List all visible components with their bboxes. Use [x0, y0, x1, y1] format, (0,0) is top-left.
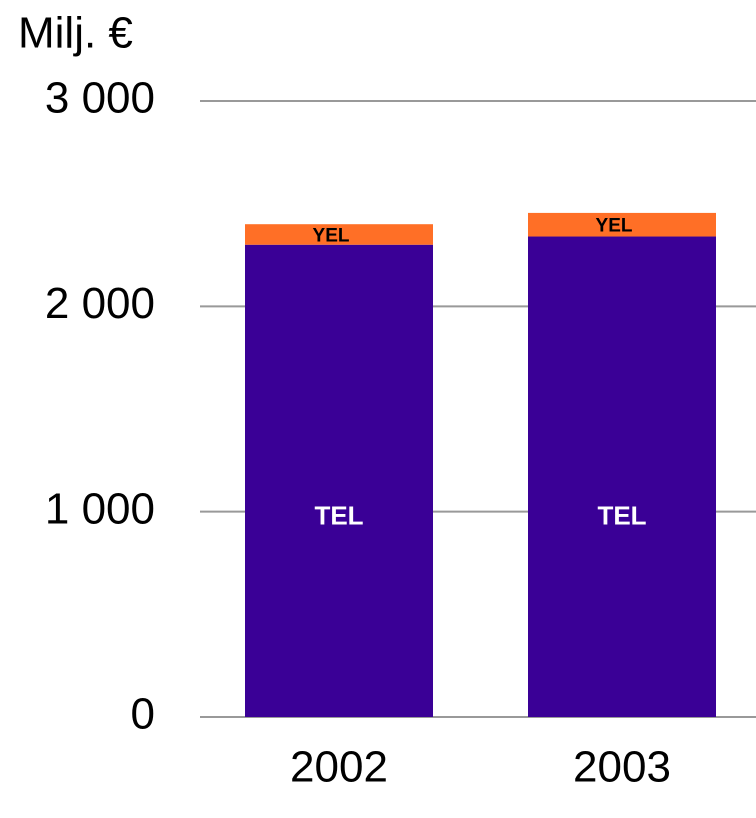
x-tick-label: 2002	[290, 743, 388, 792]
bar-segment	[528, 236, 716, 717]
bar-segment	[528, 212, 716, 237]
segment-label: YEL	[596, 216, 633, 237]
x-tick-label: 2003	[573, 743, 671, 792]
y-tick-label: 0	[131, 690, 155, 739]
y-tick-label: 2 000	[45, 279, 155, 328]
bar-segment	[245, 244, 433, 717]
segment-label: TEL	[314, 501, 363, 531]
segment-label: TEL	[597, 501, 646, 531]
bar-segment	[245, 224, 433, 245]
y-axis-label: Milj. €	[18, 9, 133, 58]
segment-label: YEL	[313, 225, 350, 246]
y-tick-label: 1 000	[45, 484, 155, 533]
y-tick-label: 3 000	[45, 74, 155, 123]
